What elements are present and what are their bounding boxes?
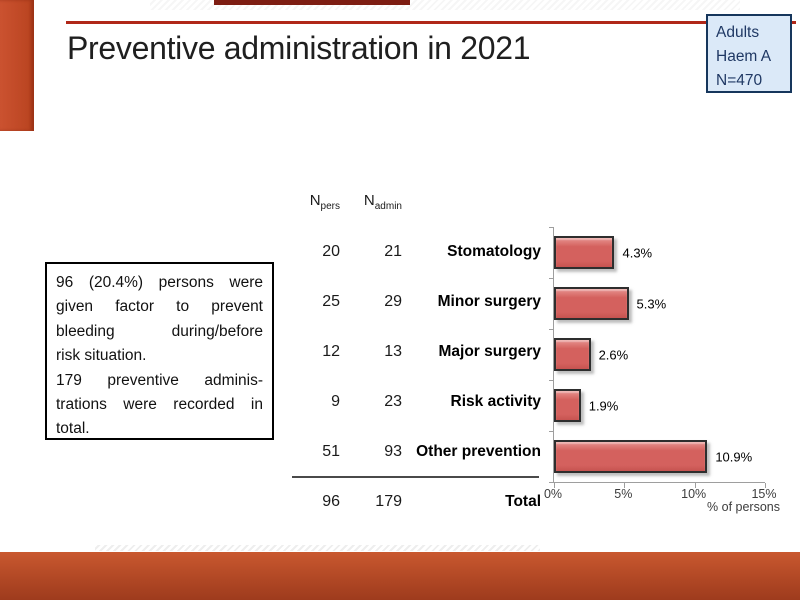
nadmin-value: 29: [384, 293, 402, 310]
nadmin-value: 13: [384, 343, 402, 360]
table-total-separator: [292, 476, 539, 478]
x-axis-tick-labels: 0% 5% 10% 15%: [544, 487, 777, 501]
note-line: 96 (20.4%) persons were: [56, 274, 263, 291]
note-box: 96 (20.4%) persons were given factor to p…: [45, 262, 274, 440]
table-row: 25 29 Minor surgery: [290, 277, 541, 327]
top-accent-strip: [214, 0, 410, 5]
col-header-npers: Npers: [309, 192, 340, 212]
badge-line-adults: Adults: [716, 24, 760, 41]
table-row: 96 179 Total: [290, 477, 541, 527]
page-title: Preventive administration in 2021: [67, 30, 531, 66]
badge-line-haem: Haem A: [716, 48, 772, 65]
npers-value: 20: [322, 243, 340, 260]
note-line: given factor to prevent: [56, 298, 263, 316]
y-axis-tick: [549, 328, 553, 330]
data-table: 20 21 Stomatology 25 29 Minor surgery 12 13 Majo…: [290, 227, 541, 527]
table-row: 9 23 Risk activity: [290, 377, 541, 427]
category-label: Major surgery: [438, 343, 541, 360]
note-line: risk situation.: [56, 347, 147, 365]
title-underline-rule: [66, 21, 796, 24]
y-axis-tick: [549, 430, 553, 432]
bar-value-label: 5.3%: [636, 296, 667, 311]
nadmin-value: 23: [384, 393, 402, 410]
x-tick-label: 5%: [614, 487, 633, 501]
bar-minor-surgery: [554, 287, 629, 320]
x-axis-title: % of persons: [707, 500, 780, 514]
bar-value-label: 2.6%: [598, 347, 629, 362]
bar-stomatology: [554, 236, 615, 269]
x-tick-label: 15%: [751, 487, 777, 501]
npers-value: 96: [322, 493, 340, 510]
bar-value-label: 4.3%: [622, 245, 653, 260]
pre-footer-texture-strip: [95, 545, 540, 551]
bar-major-surgery: [554, 338, 591, 371]
bar-chart-plot-area: 4.3% 5.3% 2.6% 1.9% 10.9%: [549, 226, 766, 488]
table-row: 51 93 Other prevention: [290, 427, 541, 477]
table-header-row: Npers Nadmin: [290, 192, 541, 212]
nadmin-value: 93: [384, 443, 402, 460]
cohort-badge: Adults Haem A N=470: [706, 14, 792, 93]
left-accent-bar: [0, 0, 34, 131]
y-axis-tick: [549, 277, 553, 279]
category-label: Stomatology: [447, 243, 541, 260]
npers-value: 25: [322, 293, 340, 310]
x-tick-label: 10%: [681, 487, 707, 501]
top-texture-strip: [150, 0, 740, 10]
nadmin-value: 21: [384, 243, 402, 260]
y-axis-tick: [549, 379, 553, 381]
npers-value: 51: [322, 443, 340, 460]
x-axis-tick: [554, 483, 555, 488]
x-tick-label: 0%: [543, 487, 563, 501]
table-row: 20 21 Stomatology: [290, 227, 541, 277]
bar-value-label: 1.9%: [588, 398, 619, 413]
note-line: bleeding during/before: [56, 322, 263, 340]
category-label: Other prevention: [416, 443, 541, 460]
x-axis-tick: [624, 483, 626, 488]
bar-value-label: 10.9%: [715, 449, 753, 464]
category-label: Total: [505, 493, 541, 510]
nadmin-value: 179: [375, 493, 402, 510]
note-line: total.: [56, 420, 90, 438]
note-line: 179 preventive adminis-: [56, 371, 263, 389]
y-axis-tick: [549, 226, 553, 228]
badge-line-n: N=470: [716, 72, 763, 89]
x-axis-tick: [765, 483, 766, 488]
npers-value: 12: [322, 343, 340, 360]
footer-band: Czech National Hemophilia Program iba In…: [0, 552, 800, 600]
col-header-nadmin: Nadmin: [363, 192, 402, 212]
category-label: Risk activity: [450, 393, 541, 410]
bar-risk-activity: [554, 389, 581, 422]
category-label: Minor surgery: [437, 293, 541, 310]
table-row: 12 13 Major surgery: [290, 327, 541, 377]
npers-value: 9: [331, 393, 340, 410]
x-axis-tick: [694, 483, 696, 488]
y-axis-tick: [549, 481, 553, 483]
bar-other-prevention: [554, 440, 708, 473]
note-line: trations were recorded in: [56, 396, 263, 414]
